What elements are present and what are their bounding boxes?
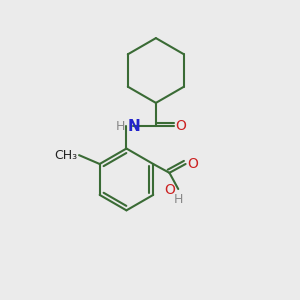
Text: O: O — [187, 157, 198, 171]
Text: H: H — [116, 120, 125, 133]
Text: CH₃: CH₃ — [55, 149, 78, 162]
Text: N: N — [128, 119, 141, 134]
Text: H: H — [174, 193, 183, 206]
Text: O: O — [164, 183, 175, 196]
Text: O: O — [175, 119, 186, 134]
